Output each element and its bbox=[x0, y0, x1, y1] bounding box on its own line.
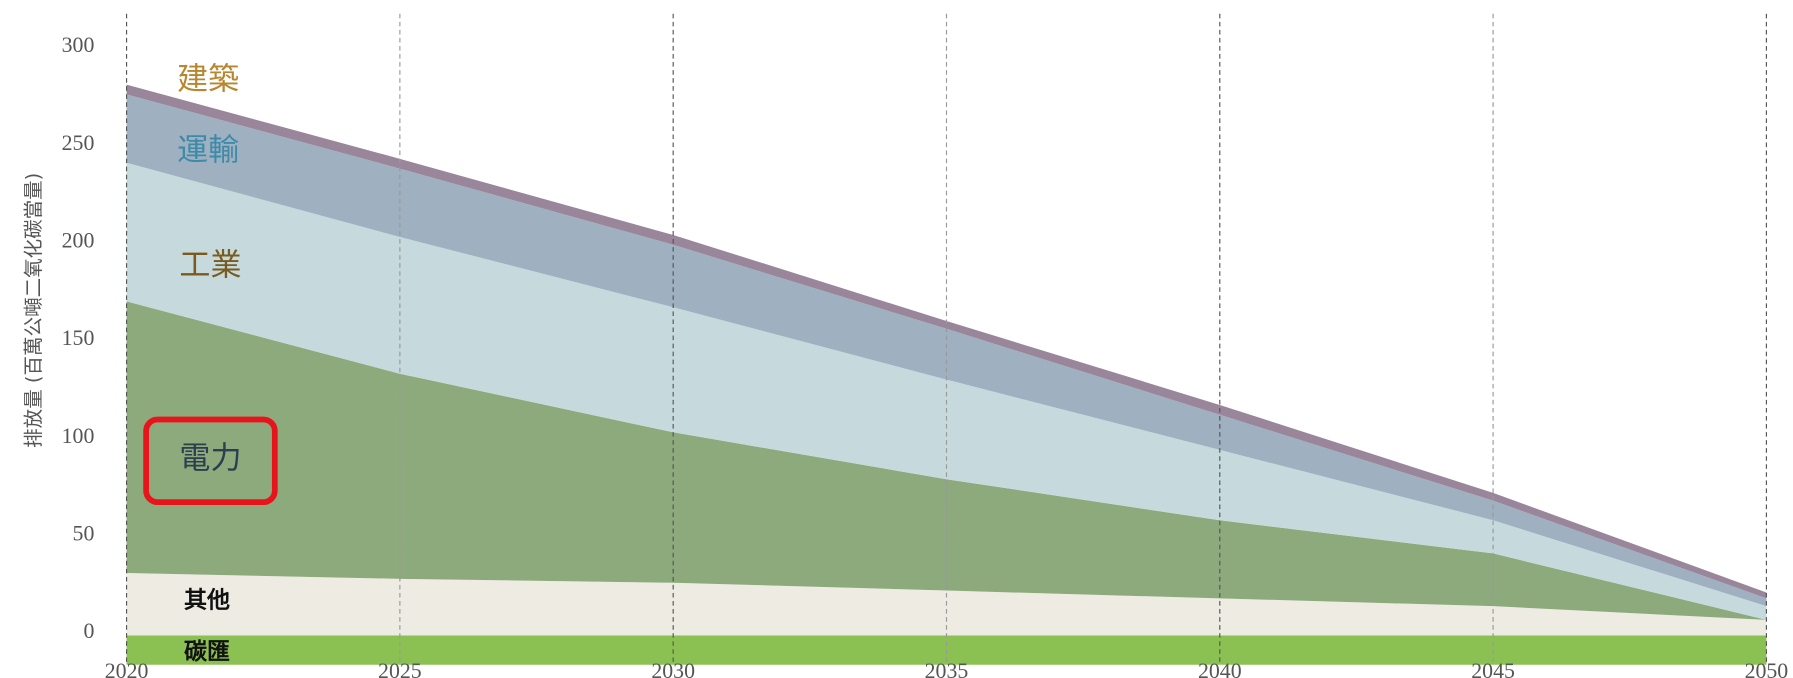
y-axis-label: 排放量 (百萬公噸二氧化碳當量) bbox=[22, 173, 45, 448]
x-tick-label: 2050 bbox=[1745, 659, 1789, 678]
x-tick-label: 2045 bbox=[1471, 659, 1515, 678]
y-tick-label: 200 bbox=[62, 228, 95, 252]
x-tick-label: 2035 bbox=[925, 659, 969, 678]
area bbox=[126, 84, 1767, 599]
x-tick-label: 2030 bbox=[651, 659, 695, 678]
x-tick-label: 2040 bbox=[1198, 659, 1242, 678]
y-tick-label: 300 bbox=[62, 33, 95, 57]
series-label: 碳匯 bbox=[184, 639, 230, 665]
series-label: 建築 bbox=[177, 61, 239, 97]
series-label: 其他 bbox=[184, 588, 230, 614]
series-label: 電力 bbox=[179, 441, 241, 477]
x-tick-label: 2020 bbox=[105, 659, 149, 678]
series-label: 工業 bbox=[179, 248, 241, 284]
y-tick-label: 250 bbox=[62, 131, 95, 155]
x-tick-label: 2025 bbox=[378, 659, 422, 678]
y-tick-label: 100 bbox=[62, 424, 95, 448]
area bbox=[126, 94, 1767, 607]
y-tick-label: 150 bbox=[62, 326, 95, 350]
series-label: 運輸 bbox=[177, 133, 239, 169]
highlight-box bbox=[143, 416, 278, 506]
area bbox=[126, 162, 1767, 620]
y-tick-label: 50 bbox=[73, 522, 95, 546]
area bbox=[126, 301, 1767, 620]
y-tick-label: 0 bbox=[83, 619, 94, 643]
